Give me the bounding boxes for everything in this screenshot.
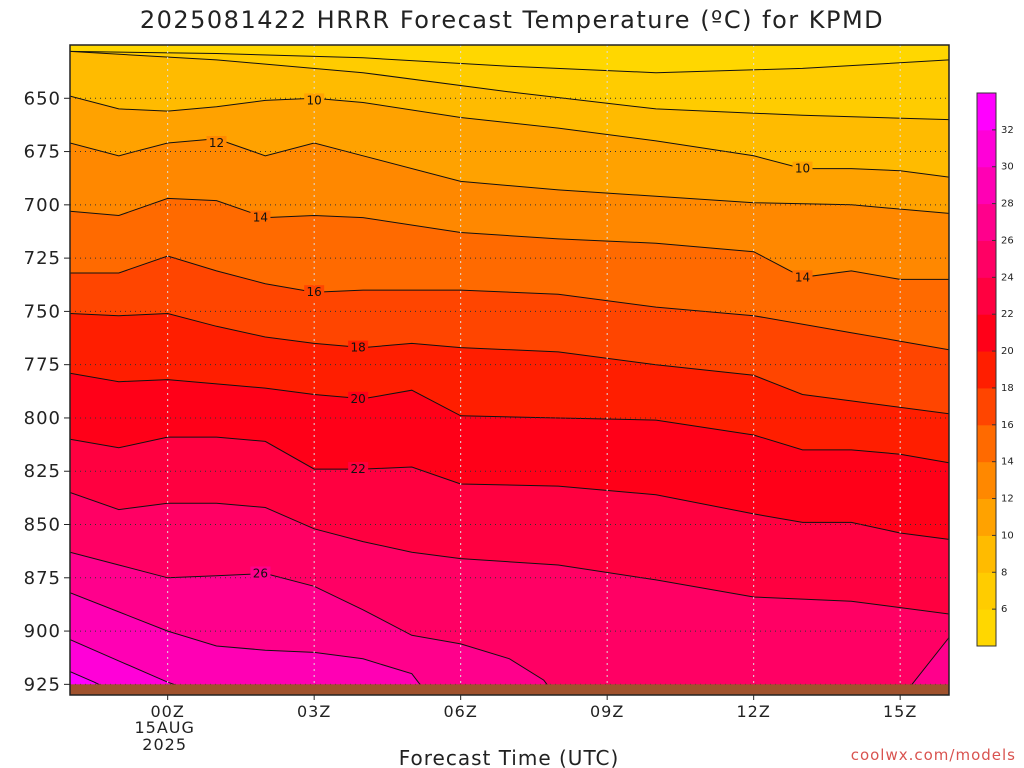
- colorbar-segment-32: [977, 93, 996, 131]
- colorbar-segment-18: [977, 351, 996, 389]
- x-tick-label: 09Z: [590, 702, 624, 721]
- temperature-band-28: [168, 699, 949, 700]
- pressure-axis: 650 675 700 725 750 775 800 825 850 875 900 925: [24, 88, 70, 695]
- colorbar-tick-label: 12: [1001, 494, 1014, 505]
- contour-label: 22: [350, 462, 365, 476]
- colorbar-segment-28: [977, 166, 996, 205]
- colorbar-segment-30: [977, 129, 996, 168]
- x-axis-label: Forecast Time (UTC): [399, 746, 620, 768]
- contour-label: 18: [350, 341, 365, 355]
- x-tick-year: 2025: [142, 735, 187, 754]
- contour-label-bg: [348, 340, 369, 355]
- y-tick-label: 750: [24, 301, 61, 322]
- contour-label-bg: [250, 566, 271, 581]
- x-tick-label: 15Z: [883, 702, 917, 721]
- colorbar-tick-label: 16: [1001, 420, 1014, 431]
- x-tick-label: 03Z: [297, 702, 331, 721]
- isotherm-28: [70, 592, 429, 695]
- plot-frame: [69, 44, 950, 696]
- contour-label: 10: [307, 93, 322, 107]
- x-tick-label: 00Z: [151, 702, 185, 721]
- isotherm-18: [70, 312, 949, 415]
- isotherm-20: [70, 372, 949, 464]
- y-tick-label: 775: [24, 355, 61, 376]
- colorbar-segment-4: [977, 609, 996, 647]
- temperature-band-30: [70, 639, 205, 695]
- colorbar-segment-22: [977, 277, 996, 315]
- y-tick-label: 900: [24, 621, 61, 642]
- temperature-fill-layer: [70, 45, 949, 700]
- colorbar-segment-24: [977, 240, 996, 278]
- isotherm-6: [70, 50, 949, 74]
- colorbar-tick-label: 18: [1001, 383, 1014, 394]
- isotherm-26: [70, 551, 556, 695]
- colorbar-segment-20: [977, 314, 996, 352]
- colorbar-frame: [976, 92, 997, 647]
- contour-label-bg: [792, 161, 813, 176]
- ground-level-bar: [70, 684, 949, 695]
- y-tick-label: 725: [24, 248, 61, 269]
- colorbar-segment-14: [977, 424, 996, 463]
- y-tick-label: 650: [24, 88, 61, 109]
- x-tick-date: 15AUG: [134, 718, 194, 737]
- isotherm-22: [70, 436, 949, 540]
- grid-layer: [70, 45, 949, 695]
- x-tick-label: 06Z: [444, 702, 478, 721]
- y-tick-label: 875: [24, 568, 61, 589]
- x-tick-label: 12Z: [737, 702, 771, 721]
- contour-label: 10: [795, 162, 810, 176]
- contour-label-bg: [348, 391, 369, 406]
- colorbar-tick-label: 20: [1001, 346, 1014, 357]
- colorbar: 6 8 10 12 14 16 18 20 22 24 26 28 30 32: [976, 92, 1014, 647]
- colorbar-segment-12: [977, 461, 996, 500]
- contour-label-bg: [206, 136, 227, 151]
- colorbar-tick-label: 30: [1001, 162, 1014, 173]
- contour-label-bg: [792, 270, 813, 285]
- contour-label: 20: [350, 392, 365, 406]
- chart-title: 2025081422 HRRR Forecast Temperature (ºC…: [140, 6, 884, 34]
- colorbar-segment-10: [977, 498, 996, 536]
- colorbar-segment-8: [977, 535, 996, 573]
- colorbar-tick-label: 26: [1001, 235, 1014, 246]
- colorbar-tick-label: 10: [1001, 530, 1014, 541]
- y-tick-label: 700: [24, 195, 61, 216]
- contour-label: 12: [209, 136, 224, 150]
- colorbar-tick-label: 32: [1001, 125, 1014, 136]
- contour-label-bg: [348, 462, 369, 477]
- isotherm-8: [70, 50, 949, 121]
- isotherm-24: [70, 492, 949, 615]
- colorbar-tick-label: 22: [1001, 309, 1014, 320]
- y-tick-label: 925: [24, 674, 61, 695]
- contour-label: 14: [253, 211, 268, 225]
- colorbar-tick-label: 6: [1001, 604, 1007, 615]
- y-tick-label: 675: [24, 142, 61, 163]
- colorbar-tick-label: 14: [1001, 457, 1014, 468]
- contour-label-layer: 10 10 12 14 14 16 18 20 22 26: [206, 93, 813, 581]
- credit-link[interactable]: coolwx.com/models: [851, 746, 1016, 764]
- temperature-band-26: [903, 637, 949, 695]
- y-tick-label: 825: [24, 461, 61, 482]
- contour-label-bg: [304, 93, 325, 108]
- contour-label: 16: [307, 285, 322, 299]
- colorbar-segment-6: [977, 572, 996, 610]
- contour-label: 26: [253, 567, 268, 581]
- contour-label-bg: [250, 210, 271, 225]
- contour-label-bg: [304, 285, 325, 300]
- contour-label: 14: [795, 270, 810, 284]
- y-tick-label: 850: [24, 515, 61, 536]
- colorbar-tick-label: 24: [1001, 272, 1014, 283]
- colorbar-segment-16: [977, 387, 996, 426]
- y-tick-label: 800: [24, 408, 61, 429]
- colorbar-segment-26: [977, 203, 996, 241]
- colorbar-tick-label: 8: [1001, 567, 1007, 578]
- colorbar-tick-label: 28: [1001, 199, 1014, 210]
- temperature-band-28: [70, 592, 429, 695]
